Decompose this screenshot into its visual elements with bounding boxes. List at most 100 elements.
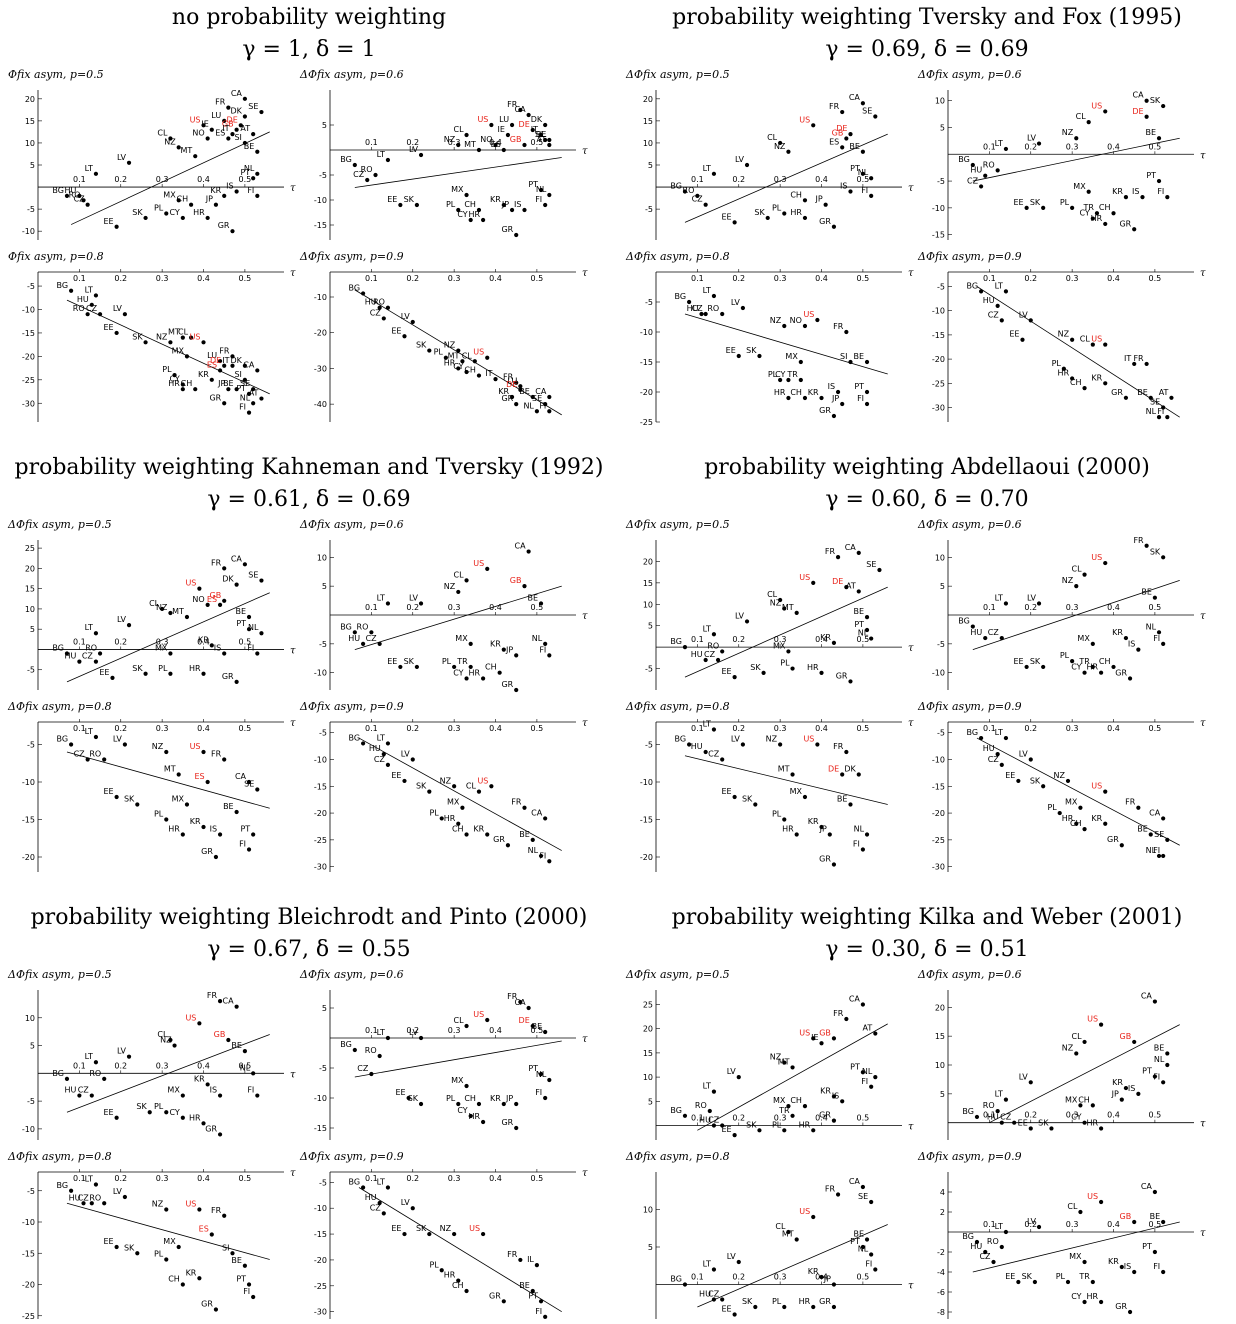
data-point-sk bbox=[143, 671, 148, 676]
data-point-nl bbox=[543, 641, 548, 646]
x-tick-label: 0.2 bbox=[1024, 1220, 1037, 1229]
data-point-fr bbox=[230, 354, 235, 359]
y-tick-label: -5 bbox=[27, 282, 35, 291]
data-point-hr bbox=[180, 832, 185, 837]
y-tick-label: -10 bbox=[22, 227, 35, 236]
point-label-cy: CY bbox=[169, 375, 179, 384]
point-label-cl: CL bbox=[767, 590, 778, 599]
data-point-lv bbox=[126, 623, 132, 628]
point-label-ie: IE bbox=[498, 125, 505, 134]
y-tick-label: 5 bbox=[322, 582, 327, 591]
point-label-cy: CY bbox=[453, 668, 463, 677]
x-tick-label: 0.2 bbox=[732, 175, 745, 184]
x-tick-label: 0.3 bbox=[774, 1113, 787, 1122]
point-label-lt: LT bbox=[85, 164, 93, 173]
point-label-cy: CY bbox=[169, 1108, 179, 1117]
y-tick-label: -8 bbox=[937, 1308, 945, 1317]
point-label-ch: CH bbox=[168, 1275, 180, 1284]
x-tick-label: 0.5 bbox=[1149, 1220, 1162, 1229]
data-point-mx bbox=[1078, 1103, 1083, 1108]
data-point-cy bbox=[1090, 216, 1095, 221]
data-point-fi bbox=[1161, 1269, 1166, 1275]
data-point-ee bbox=[114, 1244, 119, 1250]
x-tick-label: 0.5 bbox=[857, 635, 870, 644]
point-label-fi: FI bbox=[865, 1260, 872, 1269]
x-tick-label: 0.2 bbox=[114, 637, 127, 646]
point-label-us: US bbox=[473, 348, 484, 357]
point-label-gr: GR bbox=[501, 1118, 513, 1127]
point-label-be: BE bbox=[849, 142, 860, 151]
point-label-kr: KR bbox=[498, 387, 509, 396]
point-label-mx: MX bbox=[1073, 182, 1086, 191]
point-label-be: BE bbox=[223, 802, 234, 811]
panel-label: ΔΦfix asym, p=0.5 bbox=[7, 968, 112, 981]
data-point-gb bbox=[844, 136, 849, 141]
data-point-mx bbox=[786, 649, 791, 654]
data-point-pl bbox=[782, 1128, 787, 1133]
data-point-tr bbox=[790, 1113, 795, 1118]
point-label-ie: IE bbox=[201, 120, 208, 129]
point-label-nz: NZ bbox=[444, 341, 456, 350]
point-label-ca: CA bbox=[235, 772, 247, 781]
data-point-fi bbox=[1165, 415, 1170, 420]
data-point-es bbox=[501, 147, 506, 153]
data-point-ee bbox=[736, 353, 741, 359]
point-label-be: BE bbox=[231, 1041, 242, 1050]
x-tick-label: 0.3 bbox=[1066, 1111, 1079, 1120]
scatter-panel-2: ΔΦfix asym, p=0.6τ0.1 0.2 0.3 0.4 0.5-15-10-… bbox=[299, 68, 588, 240]
data-point-fr bbox=[222, 1213, 227, 1218]
point-label-hr: HR bbox=[469, 210, 481, 219]
point-label-be: BE bbox=[1137, 825, 1148, 834]
point-label-mt: MT bbox=[778, 1057, 790, 1066]
data-point-hu bbox=[89, 302, 94, 307]
data-point-cl bbox=[778, 597, 783, 603]
point-label-bg: BG bbox=[967, 281, 979, 290]
data-point-cz bbox=[365, 177, 370, 183]
data-point-is bbox=[1132, 1269, 1137, 1275]
point-label-lv: LV bbox=[401, 1198, 411, 1207]
data-point-gr bbox=[213, 854, 219, 860]
data-point-cz bbox=[377, 641, 382, 646]
point-label-bg: BG bbox=[349, 283, 361, 292]
point-label-fr: FR bbox=[211, 1206, 222, 1215]
point-label-nl: NL bbox=[532, 634, 543, 643]
data-point-lv bbox=[736, 1259, 741, 1265]
data-point-pt bbox=[1156, 178, 1162, 184]
data-point-pl bbox=[164, 1110, 169, 1115]
data-point-mx bbox=[176, 1244, 181, 1250]
panel-label: ΔΦfix asym, p=0.9 bbox=[917, 250, 1022, 263]
data-point-ca bbox=[526, 1005, 531, 1011]
point-label-cz: CZ bbox=[74, 750, 86, 759]
data-point-nl bbox=[255, 171, 260, 176]
data-point-mx bbox=[184, 802, 190, 807]
point-label-ee: EE bbox=[1005, 771, 1015, 780]
data-point-sk bbox=[765, 215, 770, 221]
x-tick-label: 0.1 bbox=[73, 1061, 86, 1070]
data-point-gb bbox=[234, 127, 239, 132]
point-label-ee: EE bbox=[104, 1237, 114, 1246]
point-label-nz: NZ bbox=[770, 1053, 782, 1062]
point-label-pl: PL bbox=[442, 657, 452, 666]
data-point-nz bbox=[172, 1043, 177, 1048]
data-point-ca bbox=[860, 1184, 865, 1190]
point-label-sk: SK bbox=[1150, 96, 1161, 105]
data-point-bg bbox=[974, 1114, 980, 1120]
data-point-mx bbox=[786, 1104, 791, 1109]
data-point-hu bbox=[995, 752, 1000, 757]
panel-label: ΔΦfix asym, p=0.5 bbox=[625, 968, 730, 981]
point-label-is: IS bbox=[210, 1086, 217, 1095]
scatter-panel-3: Φfix asym, p=0.8τ0.1 0.2 0.3 0.4 0.5-30-25-2… bbox=[8, 250, 296, 422]
point-label-ch: CH bbox=[181, 379, 193, 388]
point-label-hu: HU bbox=[369, 744, 381, 753]
x-tick-label: 0.3 bbox=[448, 1174, 461, 1183]
x-axis-label: τ bbox=[290, 1168, 296, 1179]
data-point-cy bbox=[1082, 1299, 1087, 1305]
data-point-sk bbox=[1049, 1126, 1054, 1131]
y-tick-label: -15 bbox=[314, 782, 327, 791]
data-point-fi bbox=[1161, 641, 1166, 646]
x-axis-label: τ bbox=[290, 268, 296, 279]
y-tick-label: -10 bbox=[932, 756, 945, 765]
x-axis-label: τ bbox=[908, 643, 914, 654]
data-point-cl bbox=[472, 359, 477, 364]
point-label-hu: HU bbox=[365, 1193, 377, 1202]
